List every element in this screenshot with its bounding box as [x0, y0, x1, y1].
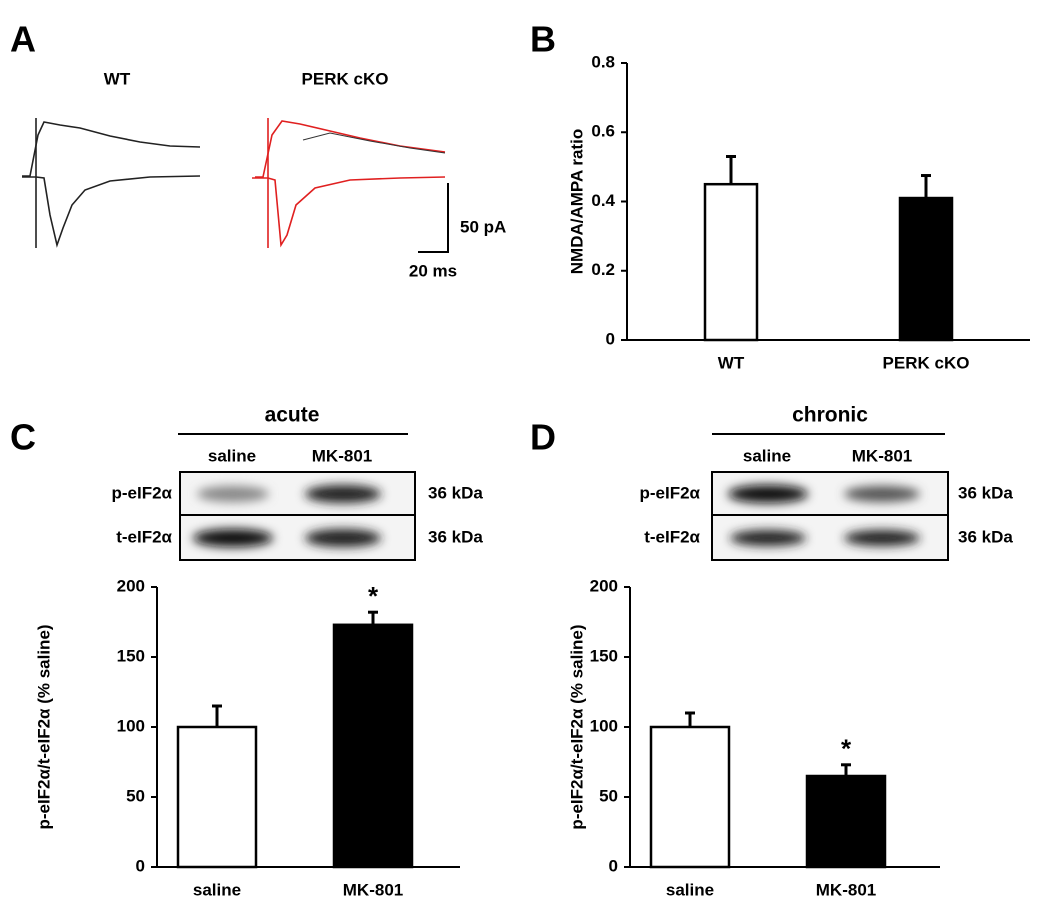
- significance: *: [841, 734, 852, 764]
- panel-label: C: [10, 417, 36, 458]
- x-tick-label: PERK cKO: [883, 353, 970, 372]
- x-tick-label: WT: [718, 353, 745, 372]
- scale-label: 20 ms: [409, 261, 457, 280]
- blot-chronic: chronic saline MK-801 p-eIF2α t-eIF2α 36…: [639, 404, 1013, 561]
- y-tick-label: 50: [599, 786, 618, 805]
- y-tick-label: 0: [606, 329, 615, 348]
- lane-label: MK-801: [852, 446, 912, 465]
- y-tick-label: 0: [136, 856, 145, 875]
- bar: [703, 182, 759, 342]
- y-tick-label: 0: [609, 856, 618, 875]
- lane-label: MK-801: [312, 446, 372, 465]
- y-tick-label: 150: [590, 646, 618, 665]
- trace-label: WT: [104, 69, 131, 88]
- blot-acute: acute saline MK-801 p-eIF2α t-eIF2α 36 k…: [111, 404, 483, 561]
- scale-label: 50 pA: [460, 217, 506, 236]
- cko-traces: [252, 118, 446, 248]
- y-tick-label: 200: [590, 576, 618, 595]
- row-label: p-eIF2α: [111, 483, 172, 502]
- axes: [626, 63, 1030, 341]
- panel-label: D: [530, 417, 556, 458]
- size-label: 36 kDa: [958, 483, 1013, 502]
- panel-label: A: [10, 19, 36, 60]
- x-tick-label: saline: [666, 880, 714, 899]
- y-tick-label: 50: [126, 786, 145, 805]
- row-label: t-eIF2α: [644, 527, 700, 546]
- y-tick-label: 0.6: [591, 122, 615, 141]
- panel-label: B: [530, 19, 556, 60]
- size-label: 36 kDa: [428, 483, 483, 502]
- x-tick-label: saline: [193, 880, 241, 899]
- y-tick-label: 100: [590, 716, 618, 735]
- y-tick-label: 0.2: [591, 260, 615, 279]
- axes: [156, 587, 460, 868]
- axes: [629, 587, 940, 868]
- trace-label: PERK cKO: [302, 69, 389, 88]
- y-axis-label: p-eIF2α/t-eIF2α (% saline): [34, 624, 53, 829]
- bar: [332, 623, 414, 869]
- bar: [898, 196, 954, 342]
- x-tick-label: MK-801: [816, 880, 876, 899]
- y-tick-label: 0.4: [591, 191, 615, 210]
- x-tick-label: MK-801: [343, 880, 403, 899]
- y-tick-label: 200: [117, 576, 145, 595]
- lane-label: saline: [743, 446, 791, 465]
- y-tick-label: 0.8: [591, 52, 615, 71]
- y-tick-label: 100: [117, 716, 145, 735]
- size-label: 36 kDa: [958, 527, 1013, 546]
- bar: [649, 725, 731, 869]
- y-axis-label: p-eIF2α/t-eIF2α (% saline): [567, 624, 586, 829]
- wt-traces: [22, 118, 201, 248]
- row-label: p-eIF2α: [639, 483, 700, 502]
- bar: [176, 725, 258, 869]
- lane-label: saline: [208, 446, 256, 465]
- scale-bar: [418, 183, 449, 253]
- bar: [805, 774, 887, 869]
- row-label: t-eIF2α: [116, 527, 172, 546]
- y-tick-label: 150: [117, 646, 145, 665]
- size-label: 36 kDa: [428, 527, 483, 546]
- blot-title: acute: [265, 404, 320, 427]
- y-axis-label: NMDA/AMPA ratio: [567, 129, 586, 274]
- significance: *: [368, 581, 379, 611]
- blot-title: chronic: [792, 404, 868, 427]
